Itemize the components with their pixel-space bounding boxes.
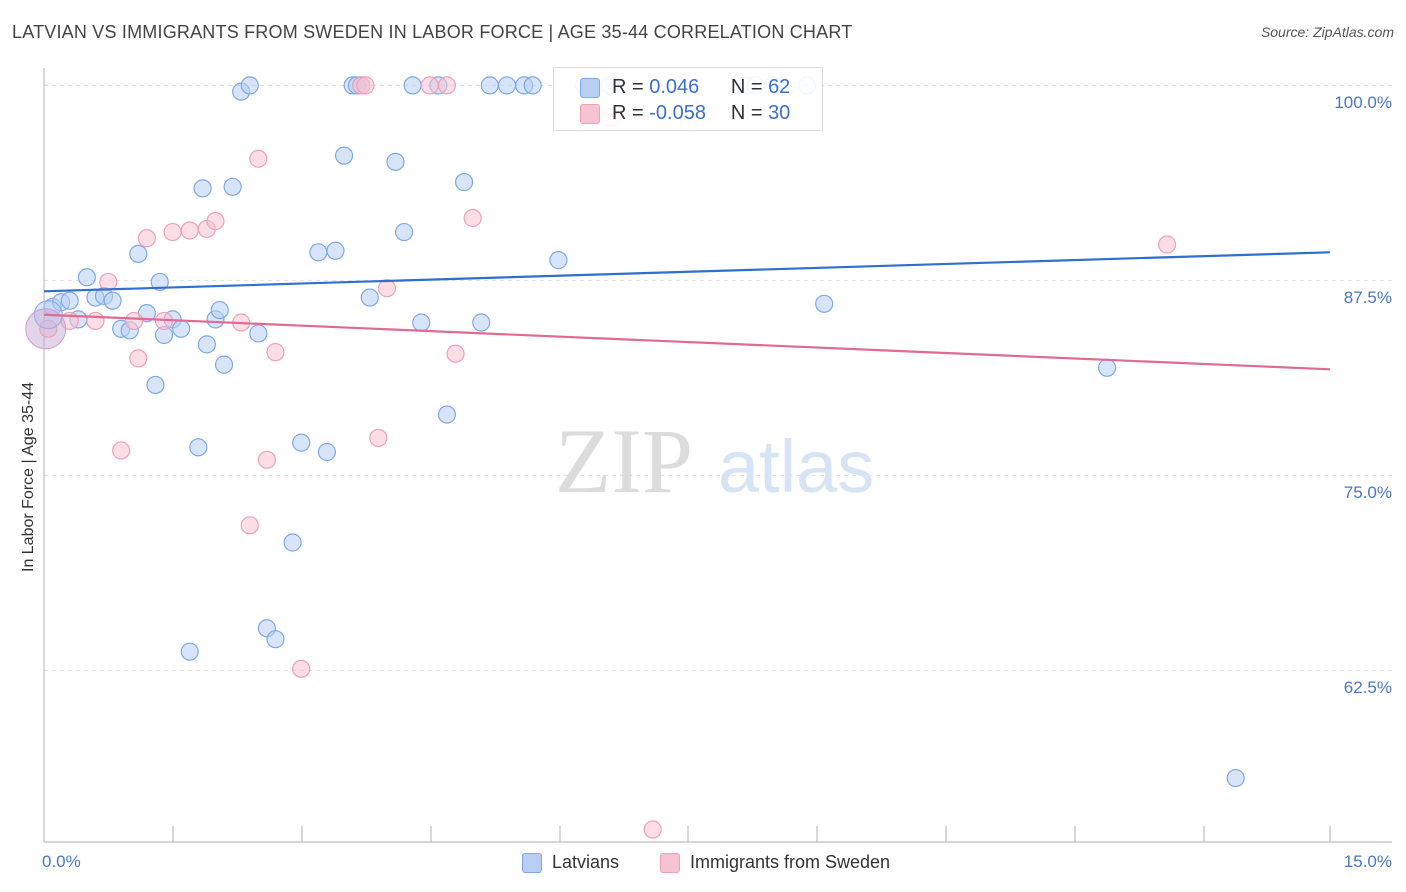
point-latvians	[172, 319, 191, 338]
point-latvians	[317, 442, 337, 462]
legend-n-value: 62	[768, 76, 791, 98]
point-latvians	[309, 243, 328, 262]
point-immigrants-sweden	[420, 76, 439, 95]
point-immigrants-sweden-cluster	[25, 308, 67, 350]
point-latvians	[60, 291, 79, 310]
point-latvians	[189, 438, 208, 457]
legend-swatch-immigrants-sweden	[580, 104, 600, 124]
series-legend-swatch-immigrants-sweden	[660, 853, 680, 873]
point-latvians	[150, 272, 169, 292]
point-latvians	[197, 335, 216, 354]
y-axis-label: In Labor Force | Age 35-44	[20, 381, 37, 572]
point-immigrants-sweden	[257, 450, 277, 469]
point-immigrants-sweden	[446, 344, 465, 363]
legend-r-label: R =	[612, 76, 650, 98]
gridlines	[44, 84, 1392, 671]
legend-swatch-latvians	[580, 78, 600, 98]
point-latvians	[326, 241, 345, 260]
series-legend-swatch-latvians	[522, 853, 542, 873]
x-tick-label-min: 0.0%	[42, 852, 81, 871]
point-latvians	[472, 313, 491, 332]
point-latvians	[480, 76, 499, 95]
point-latvians	[210, 300, 229, 320]
point-immigrants-sweden	[437, 76, 457, 95]
point-latvians	[403, 76, 422, 95]
point-immigrants-sweden	[377, 279, 397, 298]
point-immigrants-sweden	[292, 659, 311, 678]
y-tick-label: 100.0%	[1334, 93, 1392, 113]
point-latvians	[815, 294, 834, 313]
point-latvians	[129, 244, 148, 263]
point-latvians	[360, 288, 379, 307]
point-latvians	[334, 146, 354, 165]
point-latvians	[1097, 358, 1117, 377]
point-latvians	[283, 533, 302, 552]
point-immigrants-sweden	[86, 311, 105, 331]
point-immigrants-sweden	[369, 428, 388, 448]
point-immigrants-sweden	[163, 222, 182, 242]
stats-legend: R = 0.046 N = 62 R = -0.058 N = 30	[553, 67, 823, 131]
trend-line-immigrants-sweden	[43, 313, 1331, 371]
point-latvians	[193, 179, 212, 198]
point-immigrants-sweden	[206, 212, 225, 231]
legend-r-label: R =	[612, 102, 650, 124]
trend-lines	[43, 251, 1331, 371]
point-immigrants-sweden	[137, 229, 156, 248]
point-immigrants-sweden	[463, 208, 482, 228]
point-latvians	[214, 355, 234, 374]
point-immigrants-sweden	[266, 343, 285, 362]
point-immigrants-sweden	[240, 516, 259, 535]
point-latvians	[77, 268, 96, 287]
point-immigrants-sweden	[180, 221, 199, 240]
point-latvians	[240, 76, 259, 95]
point-immigrants-sweden	[99, 272, 118, 292]
point-latvians	[146, 375, 165, 395]
point-latvians	[386, 152, 405, 171]
point-latvians	[523, 76, 542, 95]
chart-source: Source: ZipAtlas.com	[1260, 24, 1394, 40]
series-legend-label-immigrants-sweden: Immigrants from Sweden	[690, 852, 891, 872]
legend-n-label: N =	[730, 102, 769, 124]
watermark: ZIP atlas	[555, 410, 874, 512]
point-latvians	[103, 291, 122, 310]
watermark-zip: ZIP	[555, 410, 693, 512]
point-immigrants-sweden	[129, 349, 148, 368]
point-latvians	[266, 630, 285, 649]
y-tick-label: 62.5%	[1343, 678, 1392, 698]
point-immigrants-sweden	[124, 311, 144, 331]
point-immigrants-sweden	[1158, 235, 1177, 254]
point-latvians	[454, 173, 474, 192]
legend-r-value: 0.046	[649, 76, 700, 98]
y-tick-label: 87.5%	[1343, 288, 1392, 308]
x-tick-label-max: 15.0%	[1343, 852, 1392, 871]
point-latvians	[412, 313, 431, 332]
legend-n-label: N =	[730, 76, 769, 98]
point-immigrants-sweden	[643, 820, 662, 839]
series-legend-label-latvians: Latvians	[552, 852, 620, 872]
point-immigrants-sweden	[112, 441, 131, 460]
chart-title: LATVIAN VS IMMIGRANTS FROM SWEDEN IN LAB…	[12, 22, 853, 42]
trend-line-latvians	[43, 251, 1331, 293]
legend-n-value: 30	[768, 102, 791, 124]
point-immigrants-sweden	[249, 149, 268, 168]
y-tick-label: 75.0%	[1343, 483, 1392, 503]
point-latvians	[394, 222, 414, 242]
point-immigrants-sweden	[356, 76, 375, 95]
point-latvians	[497, 76, 517, 95]
point-latvians	[549, 251, 568, 270]
legend-r-value: -0.058	[649, 102, 706, 124]
axes	[43, 68, 1392, 843]
point-latvians	[249, 324, 268, 343]
watermark-atlas: atlas	[718, 425, 874, 508]
point-latvians	[292, 433, 311, 452]
point-latvians	[437, 405, 457, 424]
point-latvians	[223, 177, 242, 196]
point-latvians	[180, 642, 199, 661]
point-latvians	[1226, 768, 1245, 788]
